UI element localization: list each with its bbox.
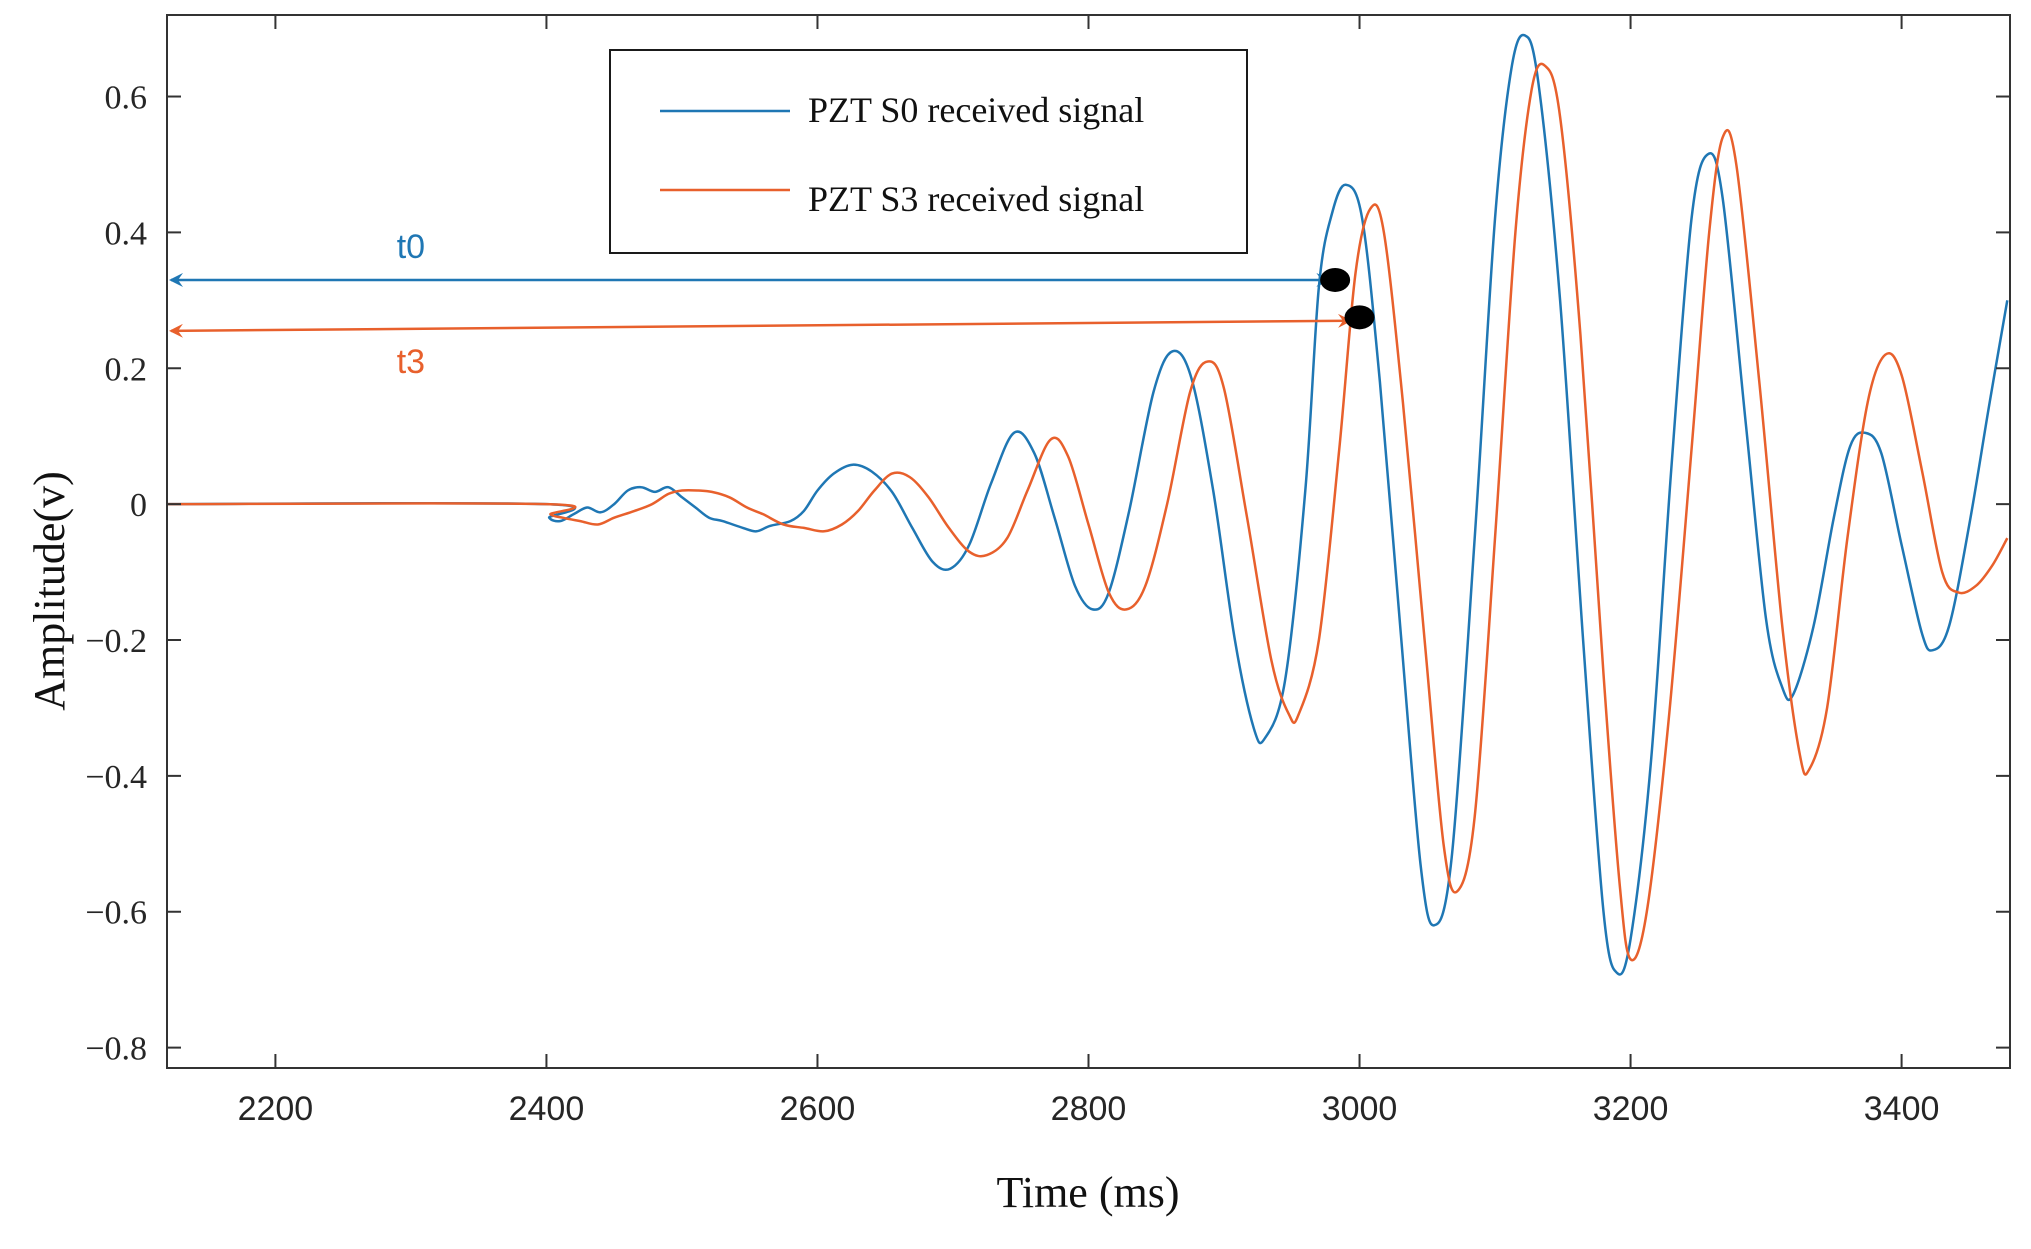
x-tick-label: 2400 bbox=[509, 1090, 585, 1128]
y-tick-label: −0.8 bbox=[85, 1031, 147, 1068]
y-tick-label: 0.4 bbox=[105, 215, 148, 252]
x-tick-label: 2600 bbox=[780, 1090, 856, 1128]
x-axis-label: Time (ms) bbox=[997, 1168, 1180, 1217]
y-tick-label: −0.6 bbox=[85, 895, 147, 932]
y-tick-label: −0.4 bbox=[85, 759, 147, 796]
x-tick-label: 2800 bbox=[1051, 1090, 1127, 1128]
x-tick-label: 3000 bbox=[1322, 1090, 1398, 1128]
y-tick-label: 0.2 bbox=[105, 351, 148, 388]
y-tick-label: 0 bbox=[130, 487, 147, 524]
legend-label-s3: PZT S3 received signal bbox=[808, 179, 1144, 219]
series-line-s3 bbox=[167, 62, 2009, 962]
series-line-s0 bbox=[167, 33, 2009, 976]
t3-marker bbox=[1344, 305, 1375, 330]
legend-box bbox=[609, 49, 1248, 254]
t0-label: t0 bbox=[397, 228, 425, 266]
t3-label: t3 bbox=[397, 343, 425, 381]
t0-marker bbox=[1320, 267, 1351, 292]
legend: PZT S0 received signal PZT S3 received s… bbox=[609, 49, 1248, 254]
t3-arrow bbox=[169, 313, 1353, 338]
y-tick-label: −0.2 bbox=[85, 623, 147, 660]
x-tick-label: 2200 bbox=[238, 1090, 314, 1128]
y-tick-label: 0.6 bbox=[105, 80, 148, 117]
x-tick-label: 3400 bbox=[1864, 1090, 1940, 1128]
legend-label-s0: PZT S0 received signal bbox=[808, 90, 1144, 130]
x-tick-label: 3200 bbox=[1593, 1090, 1669, 1128]
y-axis-label: Amplitude(v) bbox=[25, 471, 74, 711]
